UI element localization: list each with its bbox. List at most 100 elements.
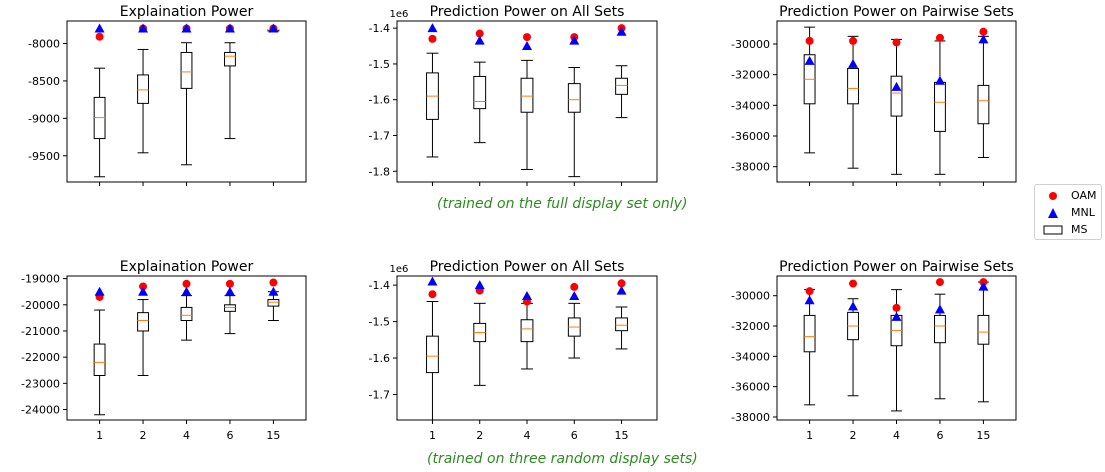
- box-iqr: [934, 81, 946, 132]
- box-iqr: [977, 84, 990, 125]
- box-ms-1: [426, 52, 439, 158]
- point-mnl-15: [978, 281, 989, 291]
- point-mnl-15: [978, 34, 989, 44]
- chart-title: Prediction Power on Pairwise Sets: [779, 4, 1014, 20]
- legend: OAM MNL MS: [1034, 184, 1102, 240]
- legend-item-ms: MS: [1035, 222, 1101, 238]
- point-mnl-4: [891, 81, 902, 91]
- y-tick-label: -34000: [731, 350, 770, 363]
- legend-label-ms: MS: [1071, 223, 1088, 236]
- box-ms-15: [615, 306, 628, 350]
- x-tick-label: 6: [226, 429, 233, 442]
- box-ms-6: [567, 302, 581, 359]
- box-ms-4: [180, 42, 193, 166]
- y-tick-label: -23000: [21, 377, 60, 390]
- point-oam-4: [182, 279, 191, 288]
- y-tick-label: -1.6: [369, 94, 390, 107]
- x-tick-label: 1: [96, 429, 103, 442]
- box-ms-2: [473, 302, 487, 386]
- chart-panel-2: Prediction Power on All Sets 1e6 -1.8 -1.7 -…: [369, 4, 658, 186]
- box-ms-2: [847, 35, 859, 169]
- point-mnl-2: [474, 280, 485, 290]
- x-tick-label: 2: [476, 429, 483, 442]
- point-mnl-2: [138, 23, 149, 33]
- plot-frame: [396, 275, 658, 421]
- chart-panel-1: Explaination Power -9500 -9000 -8500 -8000: [28, 4, 307, 186]
- point-mnl-4: [891, 311, 902, 321]
- y-tick-label: -19000: [21, 273, 60, 286]
- point-mnl-6: [224, 23, 235, 33]
- y-tick-label: -9000: [28, 112, 60, 125]
- box-ms-15: [977, 35, 990, 158]
- point-mnl-15: [616, 26, 627, 36]
- point-mnl-6: [934, 304, 945, 314]
- box-ms-1: [803, 26, 816, 154]
- box-iqr: [224, 304, 236, 312]
- box-iqr: [93, 343, 106, 376]
- point-oam-6: [225, 279, 234, 288]
- point-mnl-4: [522, 291, 532, 301]
- x-tick-label: 15: [615, 429, 629, 442]
- y-tick-label: -1.8: [369, 165, 390, 178]
- x-tick-label: 4: [183, 429, 190, 442]
- x-tick-label: 15: [976, 429, 990, 442]
- x-tick-label: 6: [571, 429, 578, 442]
- legend-marker-ms: [1043, 225, 1063, 235]
- y-tick-label: -36000: [731, 381, 770, 394]
- box-iqr: [520, 77, 534, 113]
- box-iqr: [180, 306, 193, 322]
- x-tick-label: 1: [429, 429, 436, 442]
- y-tick-label: -9500: [28, 150, 60, 163]
- box-ms-4: [890, 289, 903, 412]
- point-mnl-15: [268, 23, 279, 33]
- x-tick-label: 4: [524, 429, 531, 442]
- chart-panel-6: Prediction Power on Pairwise Sets -38000 -…: [731, 259, 1017, 442]
- box-iqr: [473, 75, 487, 110]
- box-ms-6: [224, 295, 236, 335]
- y-tick-label: -20000: [21, 299, 60, 312]
- point-mnl-4: [181, 23, 192, 33]
- point-mnl-1: [427, 23, 438, 33]
- box-ms-2: [847, 298, 859, 397]
- point-mnl-2: [474, 35, 485, 45]
- point-mnl-6: [224, 286, 235, 296]
- plot-frame: [396, 20, 658, 183]
- point-oam-15: [979, 27, 988, 36]
- box-iqr: [977, 314, 990, 345]
- box-iqr: [267, 299, 280, 307]
- caption-top: (trained on the full display set only): [437, 196, 688, 212]
- box-ms-6: [224, 42, 236, 140]
- point-oam-1: [428, 34, 437, 43]
- y-tick-label: -32000: [731, 320, 770, 333]
- point-mnl-2: [848, 301, 859, 311]
- box-ms-1: [93, 67, 106, 178]
- box-iqr: [180, 51, 193, 89]
- box-ms-6: [567, 67, 581, 178]
- y-tick-label: -1.5: [369, 316, 390, 329]
- x-tick-label: 1: [806, 429, 813, 442]
- point-mnl-1: [427, 276, 438, 286]
- point-mnl-1: [94, 286, 105, 296]
- point-oam-2: [475, 29, 484, 38]
- box-ms-6: [934, 40, 946, 175]
- box-iqr: [890, 75, 903, 117]
- point-oam-4: [523, 33, 531, 42]
- y-tick-label: -1.4: [369, 279, 390, 292]
- point-mnl-15: [616, 285, 627, 295]
- box-iqr: [803, 314, 816, 353]
- chart-panel-5: Prediction Power on All Sets 1e6 -1.7 -1.6 -…: [369, 259, 658, 442]
- y-tick-label: -32000: [731, 69, 770, 82]
- point-mnl-4: [522, 41, 532, 51]
- y-tick-label: -8000: [28, 37, 60, 50]
- box-iqr: [567, 83, 581, 113]
- box-iqr: [426, 335, 439, 374]
- box-ms-1: [426, 301, 439, 421]
- y-tick-label: -24000: [21, 404, 60, 417]
- point-mnl-6: [569, 35, 580, 45]
- box-ms-2: [137, 299, 149, 376]
- box-iqr: [137, 74, 149, 104]
- x-tick-label: 2: [850, 429, 857, 442]
- chart-panel-4: Explaination Power -24000 -23000 -22000 -210…: [21, 259, 307, 442]
- point-oam-6: [935, 33, 944, 42]
